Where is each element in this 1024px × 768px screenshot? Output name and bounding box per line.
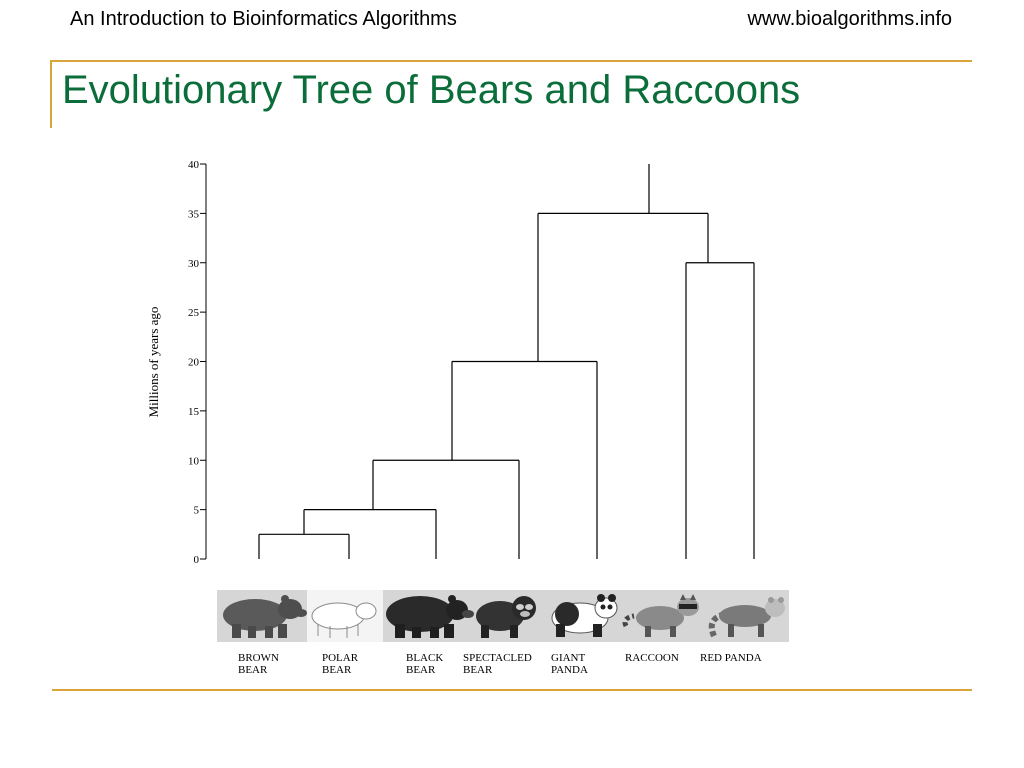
raccoon-icon	[622, 594, 699, 637]
species-label: POLAR	[322, 652, 359, 664]
species-label: BEAR	[322, 664, 352, 676]
website-url[interactable]: www.bioalgorithms.info	[747, 8, 952, 30]
spectacled-bear-icon	[476, 596, 536, 638]
y-axis-tick-label: 0	[194, 554, 200, 566]
species-label: BEAR	[406, 664, 436, 676]
species-label: RED PANDA	[700, 652, 762, 664]
red-panda-icon	[708, 597, 785, 638]
y-axis-tick-label: 20	[188, 357, 200, 369]
black-bear-icon	[386, 595, 474, 638]
polar-bear-icon	[311, 602, 377, 638]
course-title: An Introduction to Bioinformatics Algori…	[70, 8, 457, 30]
species-label: SPECTACLED	[463, 652, 532, 664]
y-axis-tick-label: 5	[194, 505, 200, 517]
species-label: GIANT	[551, 652, 585, 664]
species-label: BEAR	[463, 664, 493, 676]
y-axis-ticks: 0 5 10 15 20 25 30 35 40	[188, 159, 206, 566]
species-labels: BROWN BEAR POLAR BEAR BLACK BEAR SPECTAC…	[238, 652, 762, 676]
y-axis-tick-label: 15	[188, 406, 200, 418]
animal-strip	[217, 590, 789, 642]
species-label: BEAR	[238, 664, 268, 676]
y-axis-tick-label: 40	[188, 159, 200, 171]
species-label: BROWN	[238, 652, 279, 664]
species-label: BLACK	[406, 652, 443, 664]
species-label: RACCOON	[625, 652, 679, 664]
y-axis-tick-label: 25	[188, 307, 200, 319]
y-axis-label: Millions of years ago	[146, 307, 161, 418]
bottom-rule	[52, 689, 972, 691]
y-axis-tick-label: 30	[188, 258, 200, 270]
species-label: PANDA	[551, 664, 588, 676]
left-rule	[50, 60, 52, 128]
slide-title: Evolutionary Tree of Bears and Raccoons	[62, 68, 801, 112]
brown-bear-icon	[223, 595, 307, 638]
y-axis-tick-label: 35	[188, 208, 200, 220]
top-rule	[52, 60, 972, 62]
giant-panda-icon	[551, 594, 618, 637]
phylogenetic-tree	[258, 164, 755, 559]
y-axis-tick-label: 10	[188, 455, 200, 467]
